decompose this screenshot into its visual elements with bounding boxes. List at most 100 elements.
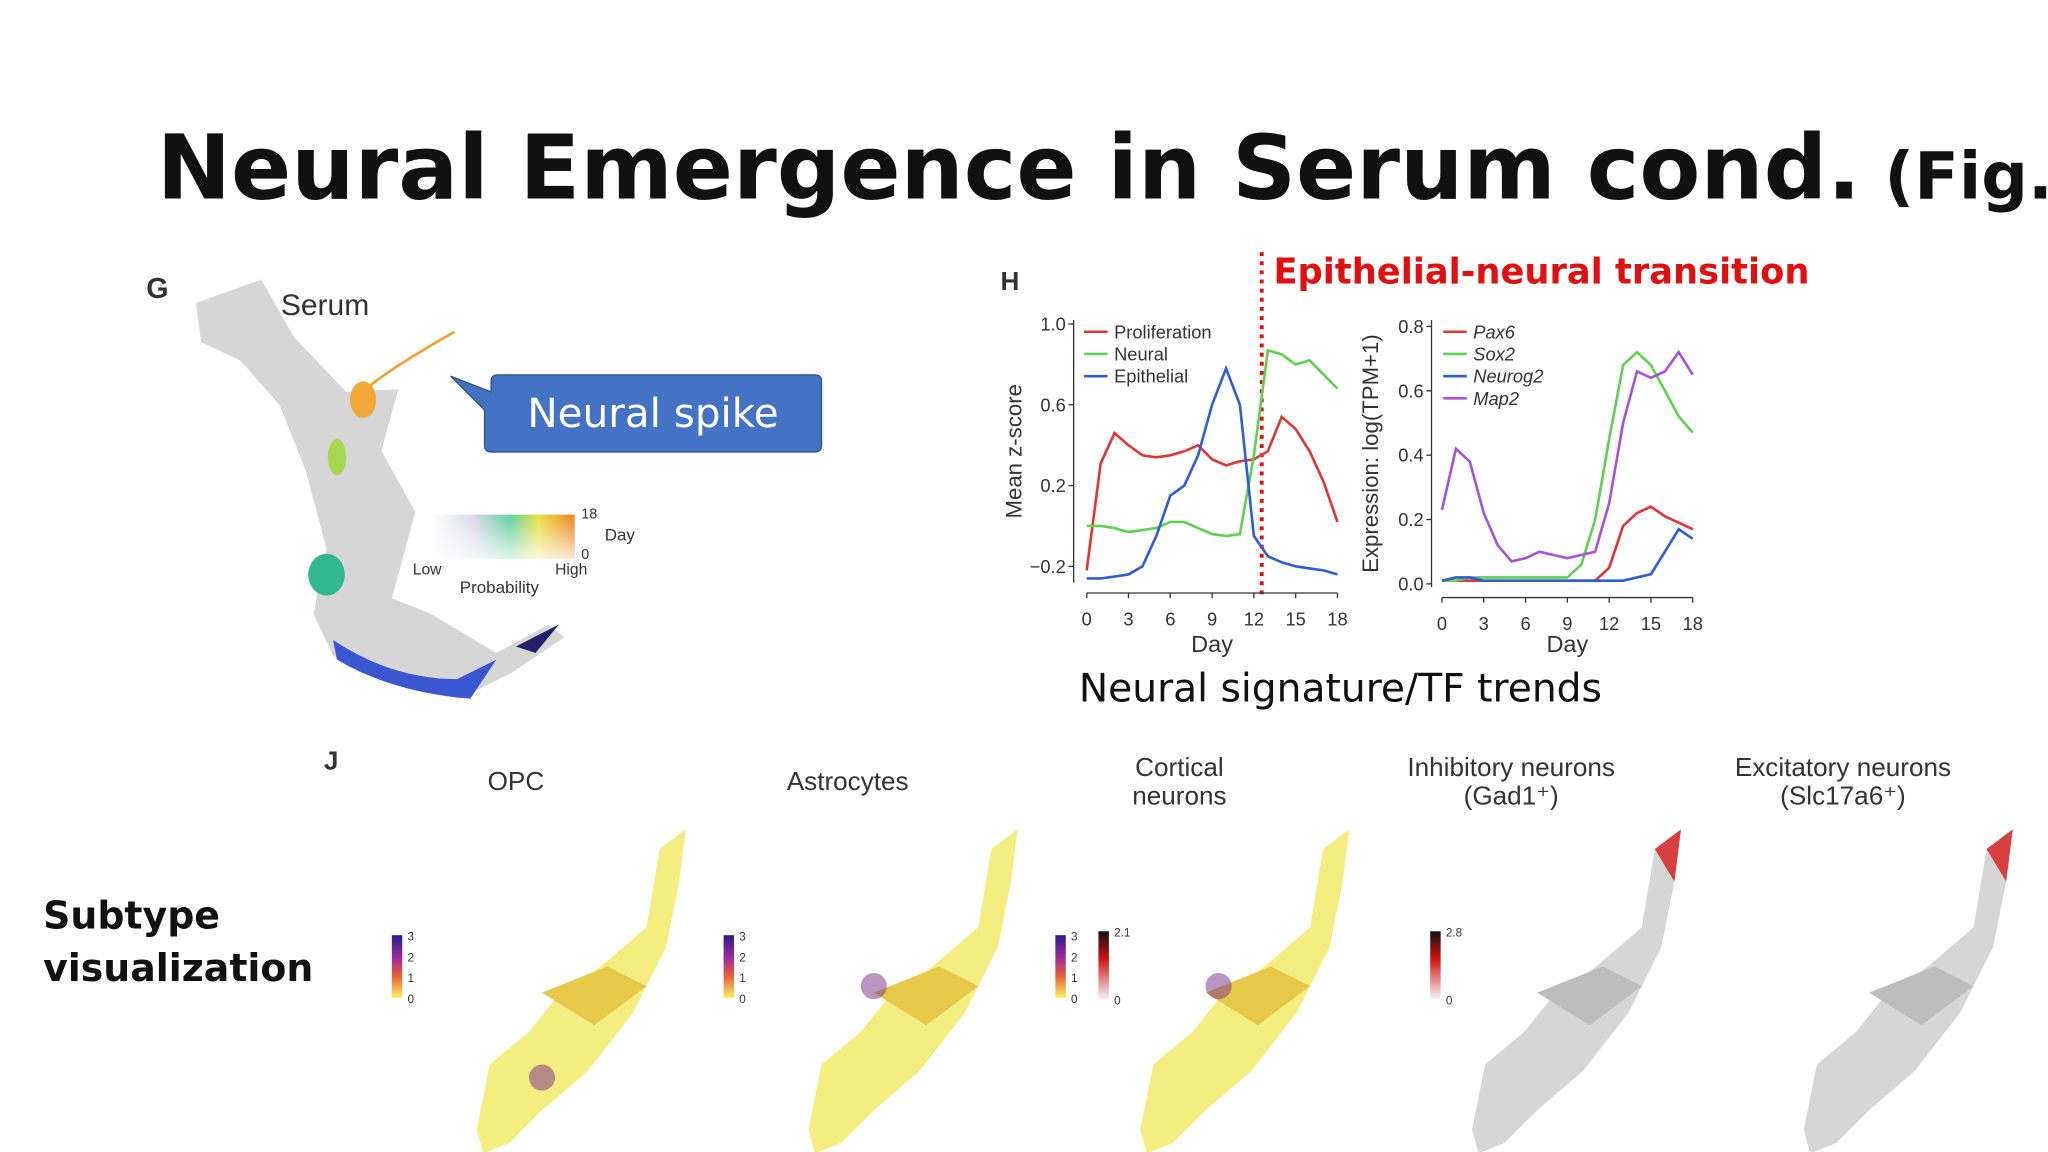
series-line [1441,527,1694,583]
colorbar [1430,931,1441,1000]
legend-tick: 18 [581,507,597,523]
legend-fade [431,514,575,560]
legend-label: Neural [1114,343,1168,364]
legend-label: Day [605,526,636,545]
colorbar-tick: 2 [1071,951,1078,964]
colorbar [723,935,735,998]
colorbar-tick: 1 [408,972,415,985]
title-main: Neural Emergence in Serum cond. [157,117,1861,220]
series-line [1086,364,1338,580]
side-label: Subtype [43,894,220,938]
colorbar-tick: 1 [739,972,746,985]
map-title: (Slc17a6⁺) [1780,781,1906,811]
legend-label: Low [413,562,442,579]
x-tick-label: 12 [1244,609,1264,630]
x-tick-label: 18 [1327,609,1347,630]
subtype-map: Inhibitory neurons(Gad1⁺) 2.1 0 [1098,752,1681,1152]
map-title: OPC [488,766,545,796]
x-tick-label: 6 [1520,613,1530,634]
callout: Neural spike [450,374,823,453]
legend-label: High [555,562,587,579]
y-tick-label: −0.2 [1030,556,1066,577]
panel-letter: H [1000,266,1019,296]
subtype-map: Astrocytes 3 2 1 0 [723,766,1018,1152]
x-tick-label: 15 [1286,609,1306,630]
x-axis-label: Day [1546,631,1588,657]
panel-label: Serum [281,289,369,322]
map-title: Astrocytes [787,766,909,796]
colorbar [1098,931,1109,1000]
g-legend: 18 0 Day Low High Probability [413,507,636,597]
y-axis-label: Mean z-score [1001,384,1026,518]
colorbar-tick: 2.8 [1446,926,1463,939]
caption: Neural signature/TF trends [1079,666,1602,711]
legend-label: Sox2 [1473,343,1515,364]
colorbar-tick: 2.1 [1114,926,1130,939]
y-tick-label: 0.6 [1398,380,1423,401]
y-tick-label: 0.0 [1398,573,1423,594]
colorbar-tick: 3 [1071,930,1078,943]
cell-region [333,640,497,699]
subtype-map: OPC 3 2 1 0 [391,766,686,1152]
map-title: Cortical [1135,752,1224,782]
x-tick-label: 0 [1437,613,1447,634]
y-tick-label: 0.6 [1040,394,1065,415]
y-axis-label: Expression: log(TPM+1) [1358,334,1383,573]
colorbar-tick: 2 [408,951,415,964]
x-tick-label: 9 [1207,609,1217,630]
y-tick-label: 0.2 [1398,509,1423,530]
colorbar-tick: 0 [408,993,415,1006]
map-title: Excitatory neurons [1735,752,1951,782]
cell-cluster [528,1064,556,1091]
colorbar-tick: 2 [739,951,746,964]
cell-cloud [195,279,565,699]
colorbar [391,935,403,998]
annotation: Epithelial-neural transition [1273,251,1809,292]
x-tick-label: 6 [1165,609,1175,630]
cell-cluster [1986,829,2013,882]
legend-label: Neurog2 [1473,366,1543,387]
cell-cloud [1205,966,1311,1026]
colorbar-tick: 1 [1071,972,1078,985]
colorbar-tick: 3 [739,930,746,943]
side-label: visualization [43,946,313,990]
embedding-g [195,279,565,699]
colorbar-tick: 0 [1071,993,1078,1006]
cell-region [515,624,560,654]
cell-cluster [860,973,887,1000]
x-tick-label: 9 [1562,613,1572,634]
x-axis-label: Day [1191,631,1233,657]
cell-region [308,553,345,596]
colorbar-tick: 0 [739,993,746,1006]
cell-cloud [1537,966,1642,1026]
colorbar-tick: 0 [1446,994,1453,1007]
y-tick-label: 1.0 [1040,314,1065,335]
colorbar-tick: 3 [408,930,415,943]
map-title: neurons [1132,781,1226,811]
cell-cluster [1654,829,1681,882]
legend-label: Pax6 [1473,321,1515,342]
slide-title: Neural Emergence in Serum cond. (Fig. 5) [157,117,2048,220]
cell-cloud [1869,966,1974,1026]
legend-tick: 0 [581,547,589,563]
x-tick-label: 18 [1683,613,1703,634]
spike-trajectory [362,330,456,393]
x-tick-label: 3 [1123,609,1133,630]
callout-shape [450,374,823,453]
line-chart: 0.0 0.2 0.4 0.6 0.8 0 3 6 9 12 15 18 Day Expression: … [1358,316,1703,657]
title-suffix: (Fig. 5) [1884,139,2048,215]
map-title: Inhibitory neurons [1407,752,1615,782]
cell-region [350,381,377,418]
series-line [1086,348,1339,538]
y-tick-label: 0.2 [1040,475,1065,496]
cell-cluster [1205,973,1232,1000]
x-tick-label: 12 [1599,613,1619,634]
series-line [1085,414,1339,571]
cell-cloud [542,966,647,1026]
map-title: (Gad1⁺) [1464,781,1559,811]
legend-label: Epithelial [1114,366,1188,387]
